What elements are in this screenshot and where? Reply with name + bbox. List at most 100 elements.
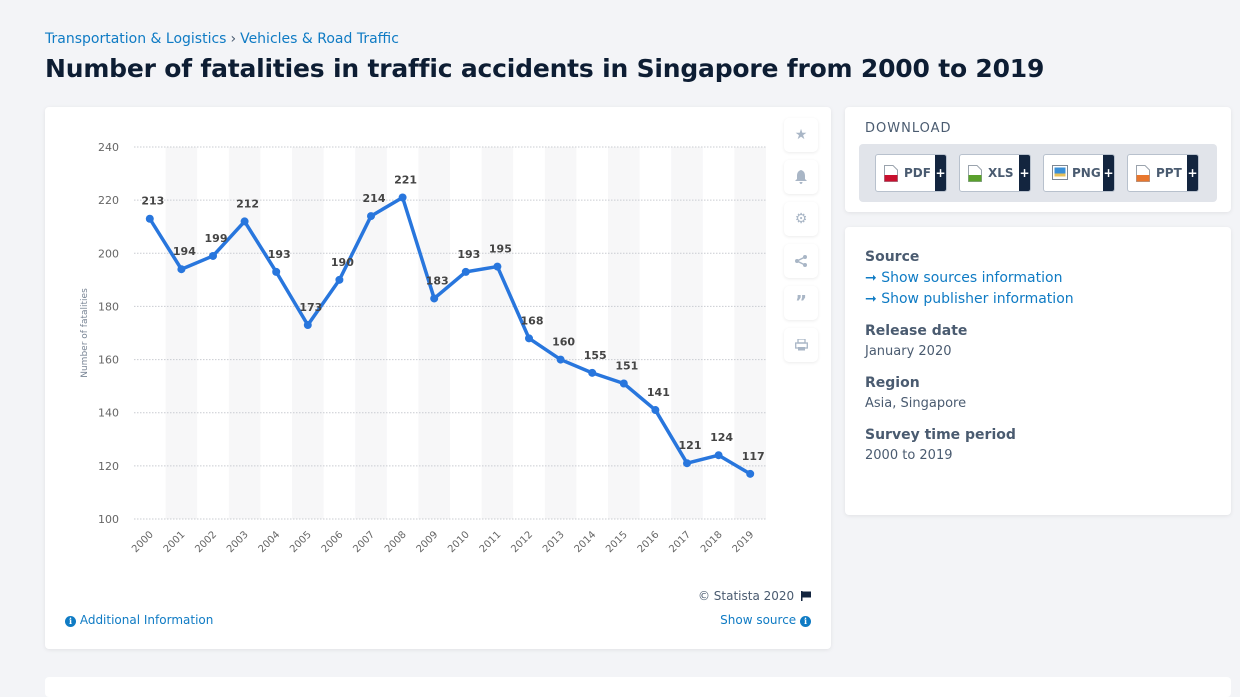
data-point[interactable] — [525, 334, 533, 343]
download-pdf-button[interactable]: PDF + — [875, 154, 947, 192]
settings-button[interactable]: ⚙ — [784, 202, 818, 236]
show-source-link[interactable]: Show source i — [720, 613, 811, 627]
copyright-notice: © Statista 2020 — [698, 589, 811, 603]
download-xls-button[interactable]: XLS + — [959, 154, 1031, 192]
page-title: Number of fatalities in traffic accident… — [45, 54, 1045, 83]
flag-icon[interactable] — [801, 591, 811, 601]
data-point[interactable] — [367, 212, 375, 221]
data-point[interactable] — [619, 379, 628, 388]
data-point[interactable] — [303, 321, 312, 330]
y-tick-label: 200 — [98, 247, 119, 260]
x-tick-label: 2004 — [257, 529, 283, 555]
series-line — [148, 195, 752, 476]
y-axis-ticks: 100 120 140 160 180 200 220 240 — [98, 141, 119, 526]
xls-label: XLS — [988, 166, 1014, 180]
data-point[interactable] — [651, 406, 660, 415]
data-point[interactable] — [335, 275, 344, 284]
x-tick-label: 2000 — [130, 529, 156, 555]
data-point[interactable] — [398, 193, 407, 202]
info-icon: i — [65, 616, 76, 627]
bell-icon — [795, 170, 807, 184]
share-button[interactable] — [784, 244, 818, 278]
quote-icon: ” — [795, 292, 807, 313]
data-point[interactable] — [240, 217, 249, 226]
print-button[interactable] — [784, 328, 818, 362]
data-point[interactable] — [461, 267, 470, 276]
y-tick-label: 140 — [98, 407, 119, 420]
data-point[interactable] — [714, 451, 723, 460]
column-band — [544, 147, 577, 519]
plus-icon: + — [1103, 155, 1114, 191]
region-heading: Region — [865, 375, 920, 391]
x-tick-label: 2014 — [573, 529, 599, 555]
column-band — [228, 147, 261, 519]
favorite-button[interactable]: ★ — [784, 118, 818, 152]
notification-button[interactable] — [784, 160, 818, 194]
plus-icon: + — [935, 155, 946, 191]
show-publisher-label: Show publisher information — [881, 291, 1074, 307]
print-icon — [794, 339, 808, 351]
data-labels: 213 194 199 212 193 173 190 214 221 183 193 195 168 1… — [141, 173, 764, 462]
show-sources-link[interactable]: ➞ Show sources information — [865, 270, 1211, 286]
additional-information-label: Additional Information — [79, 613, 214, 627]
share-icon — [795, 255, 807, 267]
data-point[interactable] — [556, 355, 565, 364]
chart-card: 100 120 140 160 180 200 220 240 2000 2001 2002 200… — [45, 107, 831, 649]
x-tick-label: 2009 — [415, 529, 441, 555]
data-point[interactable] — [209, 251, 217, 260]
data-label: 183 — [426, 274, 449, 287]
data-point[interactable] — [746, 469, 755, 478]
data-label: 193 — [268, 248, 291, 261]
show-publisher-link[interactable]: ➞ Show publisher information — [865, 291, 1211, 307]
copyright-text: © Statista 2020 — [697, 589, 795, 603]
x-tick-label: 2006 — [320, 529, 346, 555]
release-date-value: January 2020 — [865, 344, 952, 359]
data-point[interactable] — [588, 368, 597, 377]
next-section-card — [45, 677, 1231, 697]
data-label: 117 — [742, 450, 765, 463]
breadcrumb-separator: › — [230, 31, 237, 47]
data-label: 168 — [521, 314, 544, 327]
data-label: 141 — [647, 386, 670, 399]
data-label: 190 — [331, 256, 354, 269]
statistic-details: Source ➞ Show sources information ➞ Show… — [845, 227, 1231, 515]
png-image-icon — [1052, 164, 1068, 182]
gear-icon: ⚙ — [794, 211, 808, 227]
data-point[interactable] — [493, 262, 502, 271]
x-tick-label: 2003 — [225, 529, 251, 555]
x-tick-label: 2019 — [731, 529, 757, 555]
x-axis-ticks: 2000 2001 2002 2003 2004 2005 2006 2007 2008 2009… — [130, 529, 756, 555]
pdf-file-icon — [884, 164, 898, 182]
x-tick-label: 2010 — [446, 529, 472, 555]
data-label: 194 — [173, 245, 196, 258]
download-ppt-button[interactable]: PPT + — [1127, 154, 1199, 192]
png-label: PNG — [1072, 166, 1101, 180]
download-png-button[interactable]: PNG + — [1043, 154, 1115, 192]
data-point[interactable] — [145, 214, 154, 223]
data-point[interactable] — [177, 265, 186, 274]
y-tick-label: 160 — [98, 354, 119, 367]
x-tick-label: 2018 — [699, 529, 725, 555]
plus-icon: + — [1187, 155, 1198, 191]
column-band — [608, 147, 640, 519]
data-label: 160 — [552, 336, 575, 349]
download-title: DOWNLOAD — [865, 121, 952, 136]
additional-information-link[interactable]: i Additional Information — [65, 613, 213, 627]
x-tick-label: 2007 — [351, 529, 377, 555]
y-axis-label: Number of fatalities — [80, 288, 90, 378]
breadcrumb-link-vehicles[interactable]: Vehicles & Road Traffic — [240, 31, 399, 47]
data-point[interactable] — [430, 294, 439, 303]
show-sources-label: Show sources information — [881, 270, 1063, 286]
x-tick-label: 2013 — [541, 529, 567, 555]
y-tick-label: 120 — [98, 460, 119, 473]
breadcrumb-link-transportation[interactable]: Transportation & Logistics — [45, 31, 227, 47]
info-icon: i — [800, 616, 811, 627]
data-label: 121 — [679, 439, 702, 452]
data-point[interactable] — [683, 459, 691, 468]
column-band — [292, 147, 324, 519]
y-tick-label: 180 — [98, 300, 119, 313]
data-label: 151 — [615, 359, 638, 372]
data-point[interactable] — [272, 267, 281, 276]
cite-button[interactable]: ” — [784, 286, 818, 320]
